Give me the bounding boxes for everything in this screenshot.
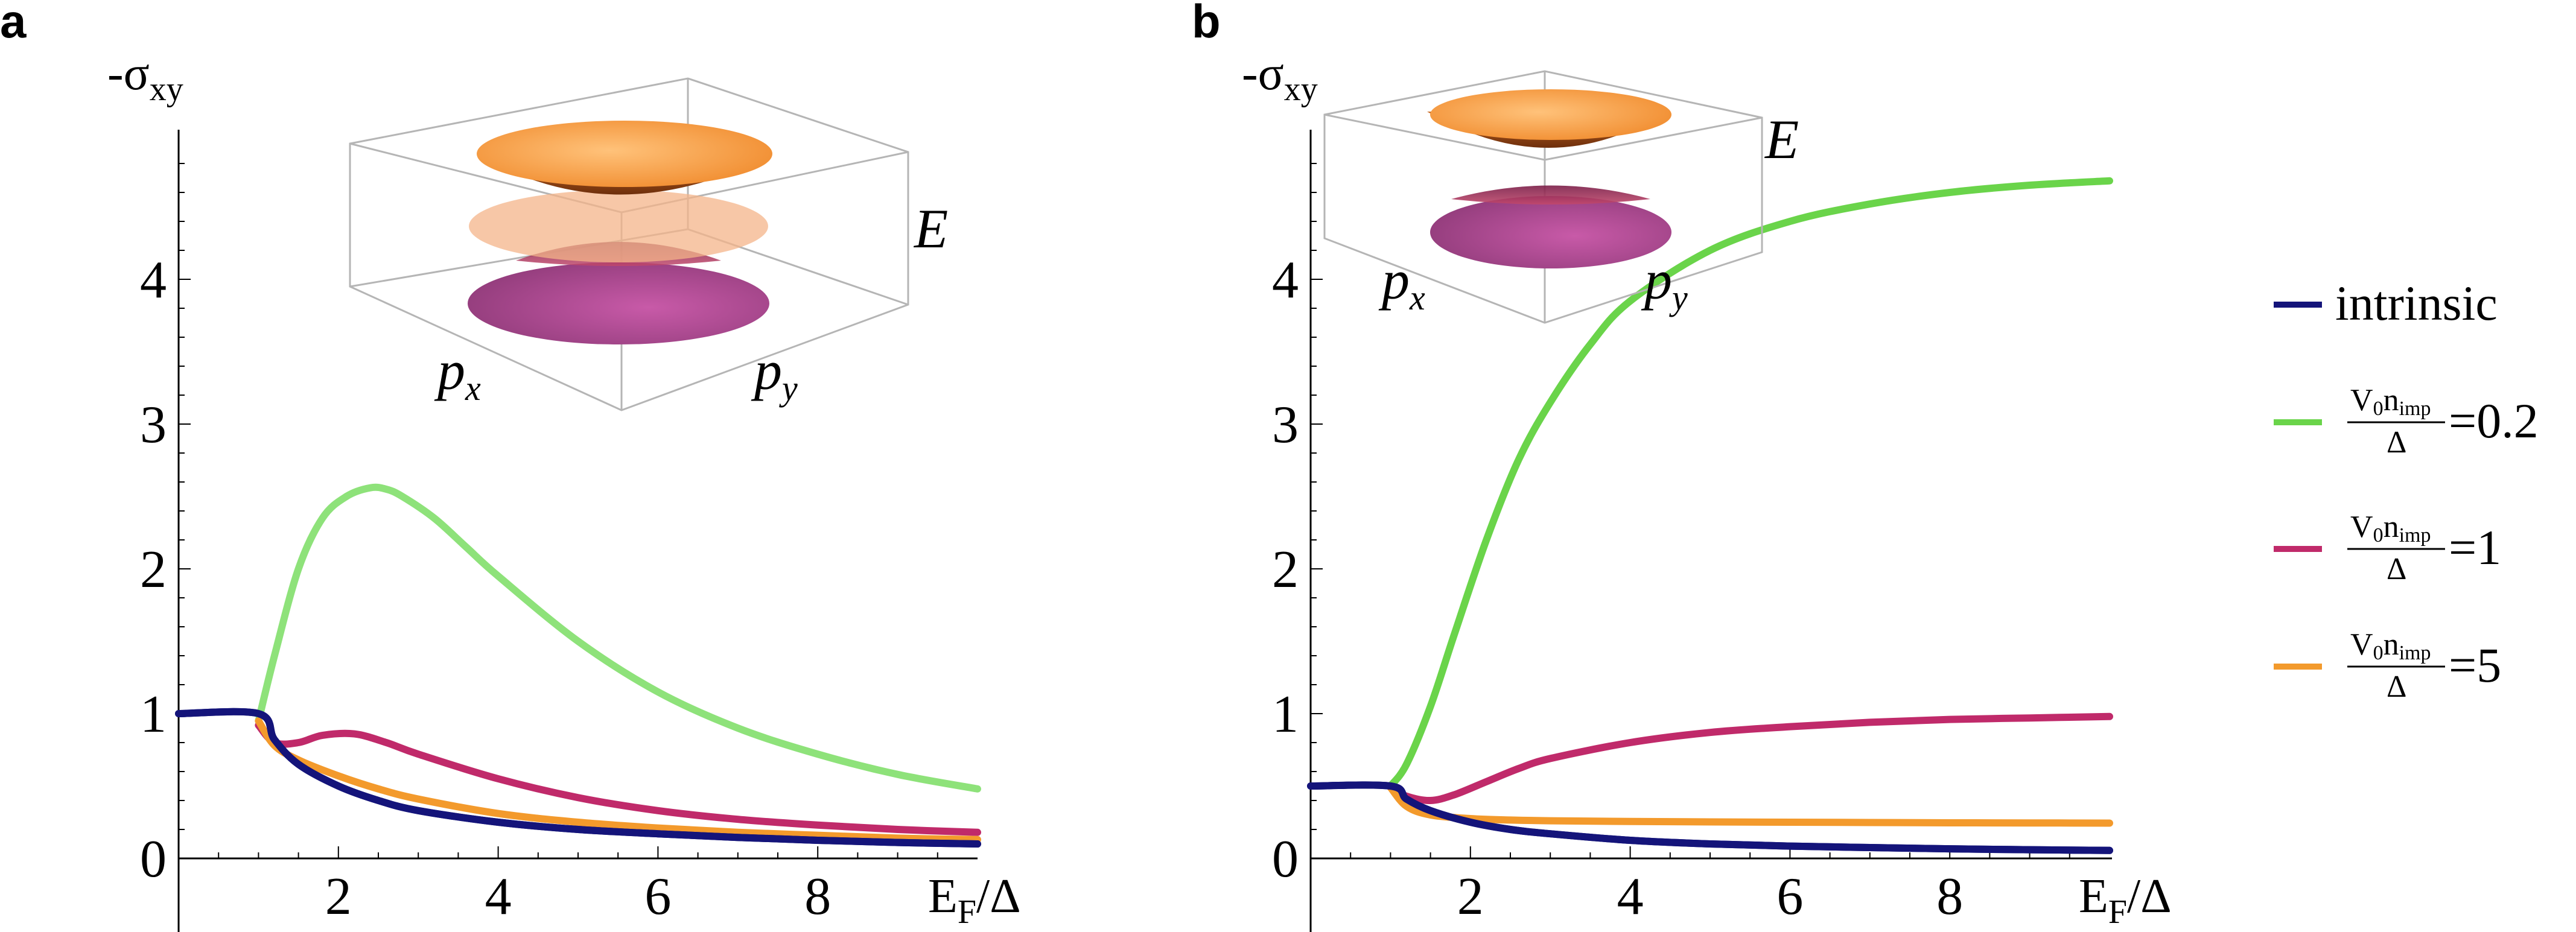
legend-frac-den-0.2: Δ <box>2387 425 2406 460</box>
inset-b-label-py: py <box>1641 249 1688 317</box>
y-tick-label-a-0: 0 <box>140 830 167 889</box>
inset-a-label-px: px <box>434 340 481 408</box>
ticks-a: 0 1 2 3 4 2 4 6 8 <box>140 163 938 926</box>
series-line-a-intrinsic-top <box>175 708 981 848</box>
series-line-b-V0nimp-5 <box>1387 784 2113 827</box>
y-tick-label-a-3: 3 <box>140 396 167 454</box>
legend-item-1: V0nimp Δ =1 <box>2274 510 2501 586</box>
legend-frac-num-1: V0nimp <box>2350 510 2431 547</box>
x-tick-label-b-4: 4 <box>1617 867 1644 926</box>
inset-b-conduction-band <box>1430 89 1671 140</box>
panel-label-b: b <box>1192 0 1221 48</box>
panel-label-a: a <box>0 0 27 48</box>
x-tick-label-b-8: 8 <box>1936 867 1963 926</box>
series-line-b-intrinsic-top <box>1307 781 2113 854</box>
y-axis-title-a: -σxy <box>107 47 183 108</box>
series-line-a-V0nimp-0.2 <box>255 483 981 793</box>
inset-b-label-px: px <box>1378 249 1425 317</box>
x-tick-label-a-8: 8 <box>804 867 831 926</box>
inset-a-label-py: py <box>751 340 798 408</box>
y-tick-label-b-2: 2 <box>1272 540 1299 599</box>
inset-a-conduction-band <box>477 121 772 187</box>
series-line-b-V0nimp-0.2 <box>1387 177 2113 790</box>
series-line-a-V0nimp-1 <box>255 721 981 836</box>
x-tick-label-b-2: 2 <box>1457 867 1484 926</box>
legend-value-0.2: =0.2 <box>2449 393 2539 448</box>
panel-a: a -σxy 0 1 2 3 4 2 4 6 8 EF/Δ px <box>0 0 1021 932</box>
x-tick-label-a-2: 2 <box>325 867 352 926</box>
inset-a-valence-band <box>468 262 769 344</box>
y-tick-label-b-0: 0 <box>1272 830 1299 889</box>
x-tick-label-a-6: 6 <box>644 867 671 926</box>
inset-b-label-E: E <box>1764 109 1799 170</box>
y-tick-label-a-2: 2 <box>140 540 167 599</box>
legend-frac-num-5: V0nimp <box>2350 627 2431 664</box>
y-axis-title-b: -σxy <box>1242 47 1318 108</box>
x-tick-label-b-6: 6 <box>1776 867 1803 926</box>
inset-a-label-E: E <box>913 198 948 259</box>
x-axis-title-b: EF/Δ <box>2079 870 2172 931</box>
legend-frac-num-0.2: V0nimp <box>2350 383 2431 420</box>
legend-item-5: V0nimp Δ =5 <box>2274 627 2501 704</box>
legend-item-intrinsic: intrinsic <box>2274 276 2498 331</box>
x-tick-label-a-4: 4 <box>485 867 512 926</box>
curves-a <box>175 483 981 848</box>
y-tick-label-b-4: 4 <box>1272 251 1299 309</box>
y-tick-label-b-1: 1 <box>1272 685 1299 744</box>
legend-item-0.2: V0nimp Δ =0.2 <box>2274 383 2539 460</box>
legend-label-intrinsic: intrinsic <box>2335 276 2498 331</box>
y-tick-label-b-3: 3 <box>1272 396 1299 454</box>
inset-a-band-diagram: px py E <box>349 77 948 411</box>
legend-value-1: =1 <box>2449 520 2501 575</box>
series-line-a-V0nimp-5 <box>255 717 981 843</box>
inset-b-band-diagram: px py E <box>1323 70 1799 324</box>
legend-frac-den-1: Δ <box>2387 552 2406 586</box>
x-axis-title-a: EF/Δ <box>928 870 1021 931</box>
legend-frac-den-5: Δ <box>2387 670 2406 704</box>
legend: intrinsic V0nimp Δ =0.2 V0nimp Δ =1 V0ni… <box>2274 276 2539 704</box>
y-tick-label-a-4: 4 <box>140 251 167 309</box>
series-line-b-V0nimp-1 <box>1387 712 2113 805</box>
y-tick-label-a-1: 1 <box>140 685 167 744</box>
panel-b: b -σxy 0 1 2 3 4 2 4 6 8 EF/Δ px py E <box>1192 0 2172 932</box>
inset-a-middle-band <box>469 190 768 262</box>
inset-b-valence-band <box>1430 196 1671 268</box>
legend-value-5: =5 <box>2449 638 2501 693</box>
curves-b <box>1307 177 2113 854</box>
